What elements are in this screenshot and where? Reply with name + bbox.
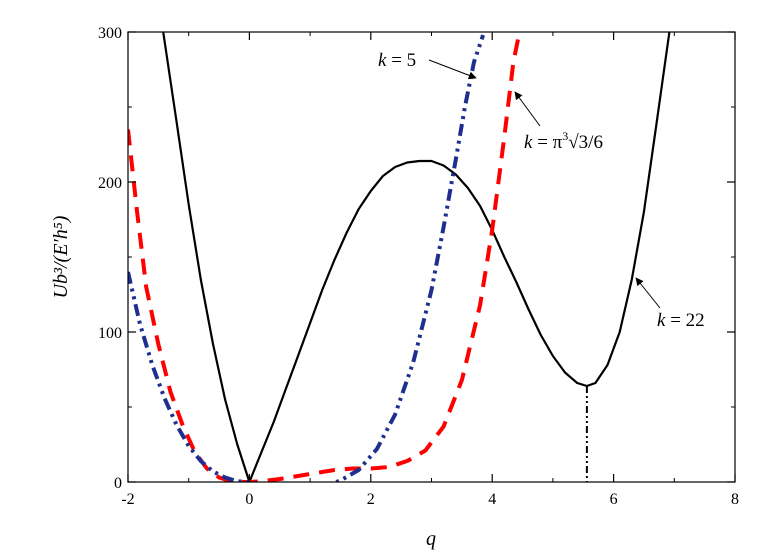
series-layer <box>128 32 671 482</box>
x-tick-label-4: 6 <box>610 491 618 508</box>
y-tick-label-1: 100 <box>98 325 122 342</box>
y-tick-label-0: 0 <box>114 475 122 492</box>
annotation-k5-arrow <box>428 59 477 80</box>
x-tick-label-1: 0 <box>245 491 253 508</box>
svg-text:k = 5: k = 5 <box>378 50 416 71</box>
annotation-k5: k = 5 <box>378 50 477 80</box>
tick-layer <box>127 31 736 483</box>
annotation-k22-arrow <box>635 277 661 309</box>
y-axis-title: Ub³/(E′h⁵) <box>50 215 72 298</box>
x-tick-label-5: 8 <box>731 491 739 508</box>
x-tick-label-0: -2 <box>121 491 134 508</box>
annotation-k5-value: = 5 <box>386 50 416 71</box>
annotation-kpi-tail: √3/6 <box>568 132 603 153</box>
y-tick-label-3: 300 <box>98 25 122 42</box>
annotation-k22: k = 22 <box>635 277 705 331</box>
x-tick-label-3: 4 <box>488 491 496 508</box>
annotation-k5-var: k <box>378 50 387 71</box>
plot-frame <box>127 31 736 483</box>
annotation-kpi-mid: = π <box>532 132 562 153</box>
annotation-k22-value: = 22 <box>665 310 704 331</box>
y-tick-label-2: 200 <box>98 175 122 192</box>
svg-text:k = 22: k = 22 <box>657 310 705 331</box>
annotation-kpi-arrow <box>514 91 541 127</box>
annotation-k22-var: k <box>657 310 666 331</box>
annotation-kpi-var: k <box>524 132 533 153</box>
series-line-0 <box>162 32 671 482</box>
annotation-kpi-sup: 3 <box>562 129 568 143</box>
x-axis-title: q <box>426 528 436 550</box>
series-line-1 <box>128 32 522 482</box>
annotation-kpi: k = π3√3/6 <box>514 91 603 153</box>
x-tick-label-2: 2 <box>367 491 375 508</box>
svg-text:k = π3√3/6: k = π3√3/6 <box>524 129 603 153</box>
